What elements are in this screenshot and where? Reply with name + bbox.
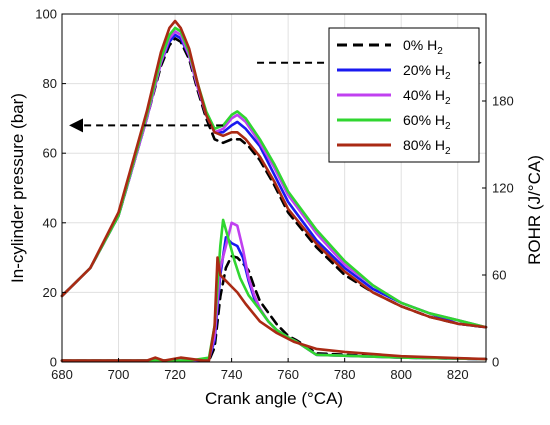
legend-label-series-3: 60% H2 [403, 112, 451, 132]
tick-layer: 680 700 720 740 760 780 800 820 0 20 40 60 80 100 0 60 1… [35, 7, 513, 383]
pressure-line-series-4 [60, 19, 488, 329]
y-left-tick-label: 100 [35, 7, 57, 22]
legend-label-series-4: 80% H2 [403, 137, 451, 157]
legend-label-series-1: 20% H2 [403, 62, 451, 82]
x-tick-label: 780 [334, 367, 356, 382]
legend-label-series-0: 0% H2 [403, 37, 443, 57]
x-axis-label: Crank angle (°CA) [205, 389, 343, 408]
x-tick-label: 760 [277, 367, 299, 382]
y-right-tick-label: 60 [492, 268, 506, 283]
series-layer [60, 19, 488, 362]
y-right-tick-label: 0 [492, 355, 499, 370]
y-right-tick-label: 180 [492, 94, 514, 109]
y-left-tick-label: 80 [43, 76, 57, 91]
x-tick-label: 720 [164, 367, 186, 382]
y-right-tick-label: 120 [492, 181, 514, 196]
x-tick-label: 740 [221, 367, 243, 382]
y-left-tick-label: 40 [43, 215, 57, 230]
rohr-line-series-4 [60, 256, 488, 362]
y-left-tick-label: 0 [50, 355, 57, 370]
legend-label-series-2: 40% H2 [403, 87, 451, 107]
y-axis-left-label: In-cylinder pressure (bar) [8, 93, 27, 283]
legend: 0% H2 20% H2 40% H2 60% H2 80% H2 [328, 27, 480, 163]
x-tick-label: 680 [51, 367, 73, 382]
x-tick-label: 800 [390, 367, 412, 382]
x-tick-label: 700 [108, 367, 130, 382]
y-left-tick-label: 60 [43, 146, 57, 161]
x-tick-label: 820 [447, 367, 469, 382]
pressure-line-series-3 [60, 26, 488, 329]
y-left-tick-label: 20 [43, 285, 57, 300]
y-axis-right-label: ROHR (J/°CA) [525, 155, 544, 265]
